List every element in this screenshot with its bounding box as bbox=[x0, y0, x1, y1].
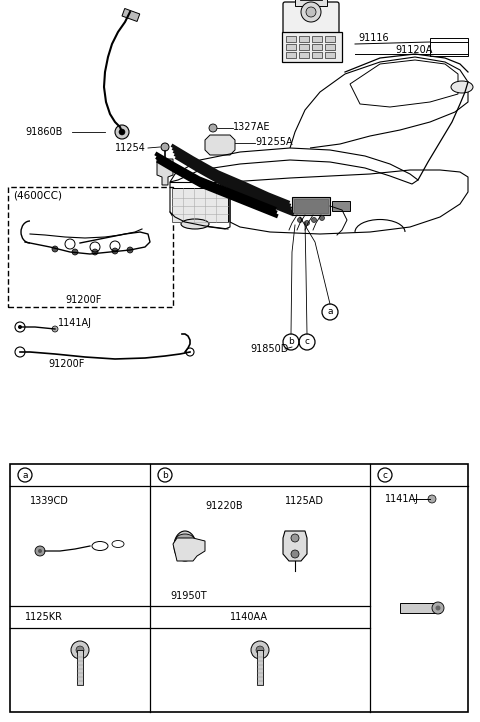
Text: 91200F: 91200F bbox=[65, 295, 101, 305]
Circle shape bbox=[432, 602, 444, 614]
Bar bbox=[286, 44, 296, 50]
Polygon shape bbox=[205, 135, 235, 155]
Bar bbox=[332, 201, 350, 211]
Bar bbox=[430, 38, 468, 56]
Text: 91255A: 91255A bbox=[255, 137, 293, 147]
Text: 91220B: 91220B bbox=[205, 501, 242, 511]
Bar bbox=[294, 199, 328, 213]
Circle shape bbox=[76, 646, 84, 654]
Ellipse shape bbox=[174, 531, 196, 561]
Circle shape bbox=[435, 606, 441, 611]
Bar bbox=[312, 36, 322, 42]
Circle shape bbox=[256, 646, 264, 654]
Circle shape bbox=[428, 495, 436, 503]
Text: c: c bbox=[304, 337, 310, 347]
Circle shape bbox=[52, 246, 58, 252]
Bar bbox=[312, 44, 322, 50]
Circle shape bbox=[71, 641, 89, 659]
Circle shape bbox=[119, 129, 125, 135]
Polygon shape bbox=[283, 531, 307, 561]
Text: 1125AD: 1125AD bbox=[285, 496, 324, 506]
Circle shape bbox=[298, 217, 302, 222]
Circle shape bbox=[92, 249, 98, 255]
Bar bbox=[286, 36, 296, 42]
Circle shape bbox=[291, 534, 299, 542]
Text: 91860B: 91860B bbox=[25, 127, 62, 137]
Bar bbox=[312, 52, 322, 58]
Circle shape bbox=[38, 549, 42, 553]
Bar bbox=[172, 188, 228, 222]
Text: b: b bbox=[288, 337, 294, 347]
Bar bbox=[122, 9, 140, 22]
Text: (4600CC): (4600CC) bbox=[13, 191, 62, 201]
Circle shape bbox=[115, 125, 129, 139]
Bar bbox=[295, 0, 327, 6]
Circle shape bbox=[320, 215, 324, 220]
Circle shape bbox=[306, 7, 316, 17]
Bar bbox=[299, 36, 309, 42]
Circle shape bbox=[112, 248, 118, 254]
Text: c: c bbox=[383, 471, 387, 479]
Circle shape bbox=[161, 143, 169, 151]
Bar bbox=[299, 44, 309, 50]
Circle shape bbox=[209, 124, 217, 132]
Text: 91120A: 91120A bbox=[395, 45, 432, 55]
Circle shape bbox=[18, 325, 22, 329]
Text: 1339CD: 1339CD bbox=[30, 496, 69, 506]
Circle shape bbox=[291, 550, 299, 558]
Ellipse shape bbox=[181, 219, 209, 229]
Text: 1125KR: 1125KR bbox=[25, 612, 63, 622]
Text: 91116: 91116 bbox=[358, 33, 389, 43]
Bar bbox=[400, 603, 440, 613]
Text: 1327AE: 1327AE bbox=[233, 122, 271, 132]
Text: 91850D: 91850D bbox=[250, 344, 288, 354]
Text: 1140AA: 1140AA bbox=[230, 612, 268, 622]
Polygon shape bbox=[173, 538, 205, 561]
Text: 1141AJ: 1141AJ bbox=[58, 318, 92, 328]
Circle shape bbox=[304, 220, 310, 225]
Bar bbox=[325, 36, 335, 42]
Bar bbox=[10, 464, 468, 712]
FancyBboxPatch shape bbox=[283, 2, 339, 34]
Text: 1141AJ: 1141AJ bbox=[385, 494, 419, 504]
Bar bbox=[282, 32, 342, 62]
Text: 11254: 11254 bbox=[115, 143, 146, 153]
Ellipse shape bbox=[175, 534, 195, 548]
Bar bbox=[299, 52, 309, 58]
Text: a: a bbox=[327, 308, 333, 316]
Bar bbox=[325, 52, 335, 58]
Bar bbox=[292, 197, 330, 215]
Circle shape bbox=[127, 247, 133, 253]
Circle shape bbox=[72, 249, 78, 255]
Bar bbox=[286, 52, 296, 58]
Bar bbox=[257, 650, 263, 685]
Circle shape bbox=[301, 2, 321, 22]
Text: a: a bbox=[22, 471, 28, 479]
Text: 91950T: 91950T bbox=[170, 591, 206, 601]
Circle shape bbox=[52, 326, 58, 332]
Circle shape bbox=[251, 641, 269, 659]
Circle shape bbox=[35, 546, 45, 556]
Circle shape bbox=[312, 217, 316, 222]
Bar bbox=[325, 44, 335, 50]
Text: 91200F: 91200F bbox=[48, 359, 84, 369]
Polygon shape bbox=[157, 159, 173, 185]
Text: b: b bbox=[162, 471, 168, 479]
Bar bbox=[8, 187, 173, 307]
Bar bbox=[77, 650, 83, 685]
Ellipse shape bbox=[451, 81, 473, 93]
